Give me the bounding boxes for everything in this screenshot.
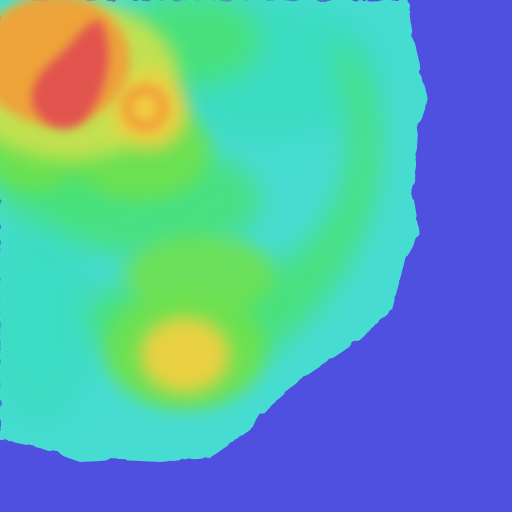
heat-teal-left — [0, 210, 95, 430]
heat-field — [0, 0, 428, 462]
heat-yellow-low — [140, 317, 230, 393]
heat-ring-core — [133, 96, 157, 120]
heat-red-peak — [31, 20, 109, 129]
